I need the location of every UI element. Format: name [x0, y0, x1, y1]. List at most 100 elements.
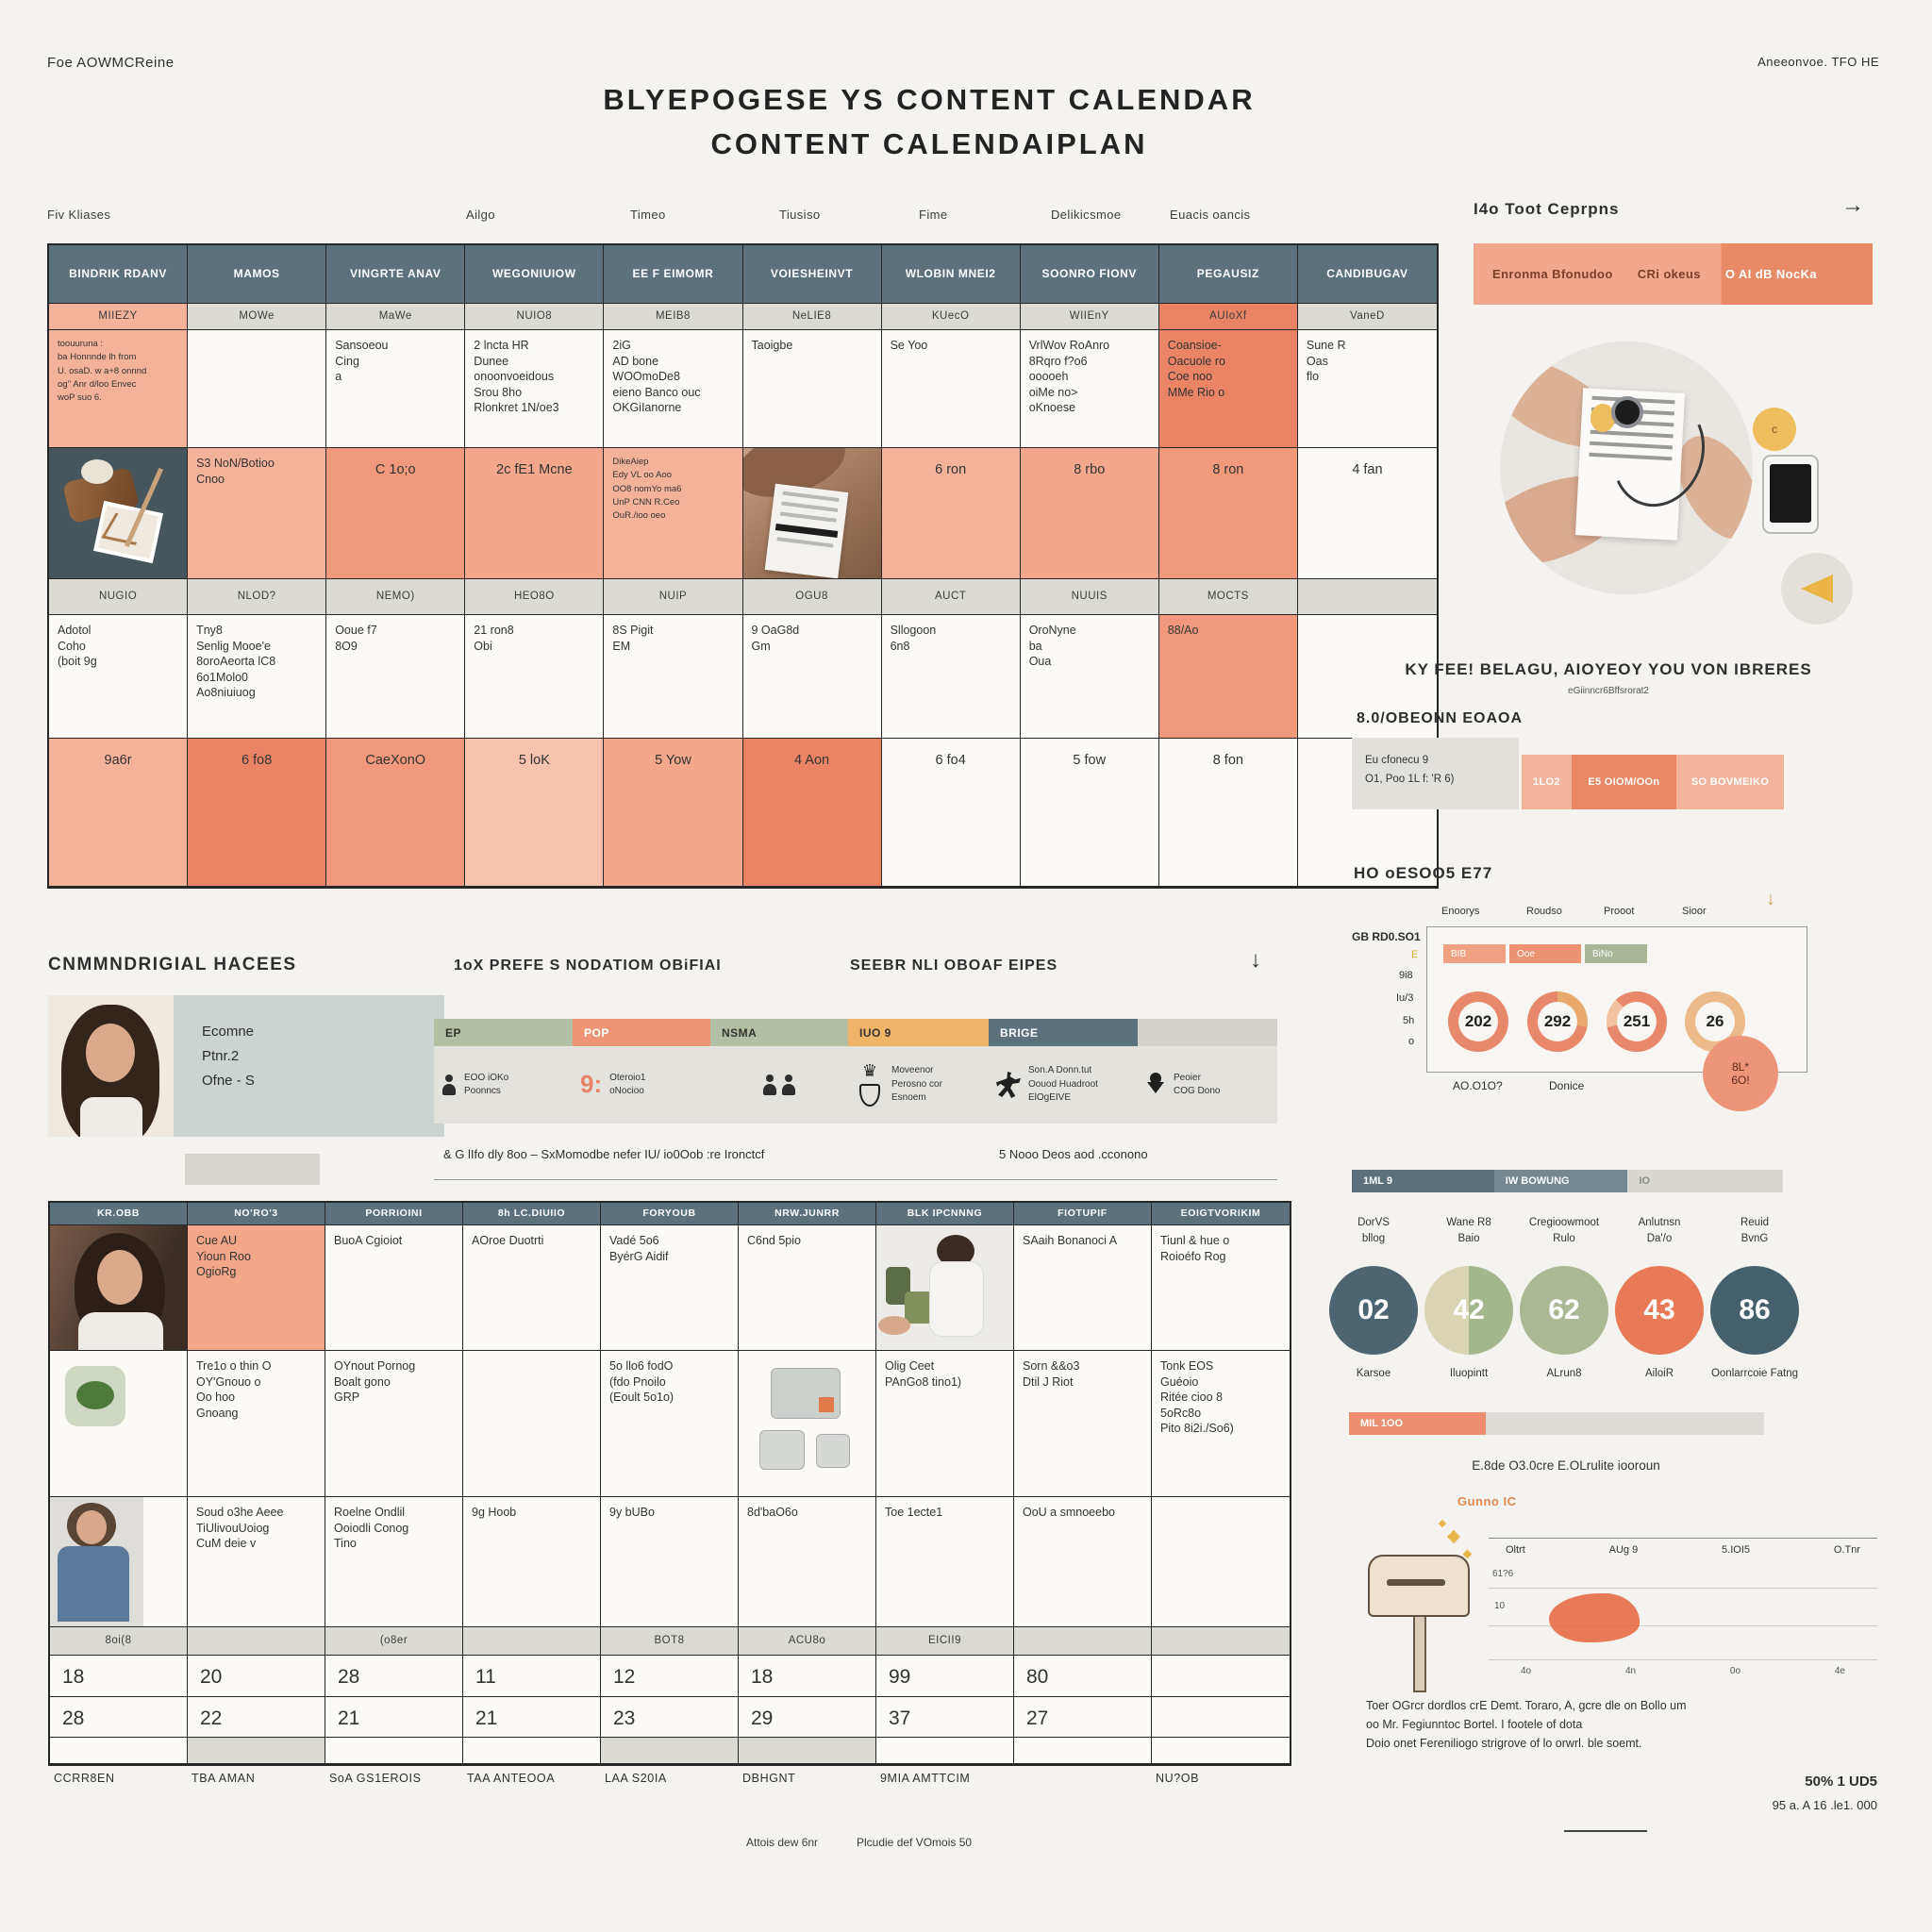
calendar-header: WEGONIUIOW — [465, 245, 605, 304]
calendar-subheader: MIIEZY — [49, 304, 189, 330]
progress-bar: MIL 1OO — [1349, 1412, 1764, 1435]
table-subheader — [1152, 1627, 1290, 1656]
calendar-cell: Ooue f7 8O9 — [326, 615, 466, 739]
calendar-subheader: NUUIS — [1020, 579, 1159, 615]
table-cell — [1152, 1497, 1290, 1627]
stat-item: Cregioowmoot Rulo 62 ALrun8 — [1519, 1215, 1609, 1379]
metric-column-label: Sioor — [1682, 906, 1707, 917]
banner-label: Enronma Bfonudoo — [1492, 267, 1613, 281]
donut-chart: 251 — [1607, 991, 1667, 1052]
child-kitchen-photo — [876, 1225, 1013, 1350]
strip-segment: EP EOO iOKo Poonncs — [434, 1019, 573, 1124]
calendar-cell: Tny8 Senlig Mooe'e 8oroAeorta lC8 6o1Mol… — [188, 615, 327, 739]
goal-segment-bar: 1LO2 E5 OIOM/OOn SO BOVMEIKO — [1522, 755, 1784, 809]
date-cell: 18 — [739, 1656, 876, 1697]
down-arrow-icon: ↓ — [1250, 947, 1261, 973]
table-cell: Tiunl & hue o Roioéfo Rog — [1152, 1225, 1290, 1351]
date-cell: 28 — [325, 1656, 463, 1697]
caption-euacis: Euacis oancis — [1170, 208, 1251, 222]
table-subheader: BOT8 — [601, 1627, 739, 1656]
calendar-cell — [188, 330, 327, 448]
calendar-time-cell: 8 fon — [1158, 739, 1298, 887]
stat-item: Wane R8 Baio 42 Iluopintt — [1424, 1215, 1514, 1379]
play-button-icon — [1781, 553, 1853, 625]
calendar-time-cell: 6 ron — [881, 448, 1021, 579]
calendar-subheader: MaWe — [326, 304, 466, 330]
date-cell: 11 — [463, 1656, 601, 1697]
caption-fiv-kliases: Fiv Kliases — [47, 208, 111, 222]
page-title-line2: CONTENT CALENDAIPLAN — [710, 127, 1148, 160]
stat-circle: 43 — [1615, 1266, 1704, 1355]
empty-cell — [601, 1738, 739, 1764]
table-cell: 8d'baO6o — [739, 1497, 876, 1627]
caption-tiusiso: Tiusiso — [779, 208, 821, 222]
summary-stat-2: 95 a. A 16 .le1. 000 — [1772, 1798, 1877, 1812]
segment-label: NSMA — [710, 1019, 848, 1046]
table-photo-cell — [876, 1225, 1014, 1351]
calendar-header: WLOBIN MNEI2 — [881, 245, 1021, 304]
calendar-cell: 9 OaG8d Gm — [742, 615, 882, 739]
table-subheader: (o8er — [325, 1627, 463, 1656]
mini-chart: Oltrt AUg 9 5.IOI5 O.Tnr 61?6 10 4o 4n 0… — [1489, 1538, 1877, 1680]
table-cell: 9y bUBo — [601, 1497, 739, 1627]
divider — [1564, 1830, 1647, 1832]
goal-box-label: 8.0/OBEONN EOAOA — [1357, 710, 1524, 726]
footer-label: 9MIA AMTTCIM — [880, 1772, 971, 1785]
down-arrow-icon: ↓ — [1766, 889, 1775, 909]
segment-label: IUO 9 — [848, 1019, 989, 1046]
donut-caption: AO.O1O? — [1453, 1079, 1503, 1092]
table-header: NO'RO'3 — [188, 1203, 325, 1225]
table-header: KR.OBB — [50, 1203, 188, 1225]
table-cell: OoU a smnoeebo — [1014, 1497, 1152, 1627]
calendar-photo-cell — [49, 448, 189, 579]
table-cell: Tonk EOS Guéoio Ritée cioo 8 5oRc8o Pito… — [1152, 1351, 1290, 1497]
stat-circle: 42 — [1424, 1266, 1513, 1355]
banner-label: CRi okeus — [1637, 267, 1701, 281]
metric-column-label: Prooot — [1604, 906, 1635, 917]
footer-label: SoA GS1EROIS — [329, 1772, 422, 1785]
calendar-time-cell: CaeXonO — [326, 739, 466, 887]
app-icon-thumbnail — [65, 1366, 125, 1426]
stat-label-below: Iluopintt — [1449, 1368, 1489, 1379]
axis-tick: 5h — [1403, 1015, 1415, 1026]
axis-tick: o — [1408, 1036, 1415, 1047]
calendar-subheader: VaneD — [1297, 304, 1437, 330]
donut-caption: Donice — [1549, 1079, 1585, 1092]
calendar-time-cell: 4 Aon — [742, 739, 882, 887]
donut-value: 202 — [1464, 1012, 1492, 1030]
calendar-time-cell: 5 fow — [1020, 739, 1159, 887]
footer-label: TBA AMAN — [192, 1772, 256, 1785]
segment-text: Peoier COG Dono — [1174, 1072, 1221, 1097]
date-cell: 18 — [50, 1656, 188, 1697]
empty-cell — [1152, 1738, 1290, 1764]
chart-data-blob — [1549, 1593, 1640, 1642]
donut-chart: 202 — [1448, 991, 1508, 1052]
table-cell: Soud o3he Aeee TiUlivouUoiog CuM deie v — [188, 1497, 325, 1627]
date-cell — [1152, 1656, 1290, 1697]
mini-chart-label: Gunno IC — [1457, 1494, 1517, 1508]
profile-info-box: Ecomne Ptnr.2 Ofne - S — [174, 995, 444, 1137]
calendar-time-cell: C 1o;o — [326, 448, 466, 579]
calendar-cell: 21 ron8 Obi — [465, 615, 605, 739]
axis-tick: Iu/3 — [1396, 992, 1414, 1004]
calendar-cell: DikeAiep Edy VL oo Aoo OO8 nomYo ma6 UnP… — [604, 448, 743, 579]
date-cell: 22 — [188, 1697, 325, 1738]
calendar-header: MAMOS — [188, 245, 327, 304]
table-header: 8h LC.DIUIIO — [463, 1203, 601, 1225]
table-subheader — [188, 1627, 325, 1656]
table-footer-row: CCRR8EN TBA AMAN SoA GS1EROIS TAA ANTEOO… — [48, 1772, 1288, 1785]
calendar-subheader: MEIB8 — [604, 304, 743, 330]
tab-label: IO — [1627, 1170, 1783, 1192]
woman-denim-photo — [50, 1497, 143, 1626]
key-results-heading: KY FEE! BELAGU, AIOYEOY YOU VON IBRERES — [1405, 660, 1812, 678]
calendar-cell — [1297, 615, 1437, 739]
table-header: FIOTUPIF — [1014, 1203, 1152, 1225]
bottom-note-1: Attois dew 6nr — [746, 1836, 819, 1849]
table-photo-cell — [50, 1225, 188, 1351]
caption-ailgo: Ailgo — [466, 208, 495, 222]
date-cell: 21 — [325, 1697, 463, 1738]
calendar-subheader: NUGIO — [49, 579, 189, 615]
segment-label: SO BOVMEIKO — [1676, 755, 1784, 809]
right-arrow-icon: → — [1841, 192, 1864, 218]
donut-value: 251 — [1623, 1012, 1651, 1030]
